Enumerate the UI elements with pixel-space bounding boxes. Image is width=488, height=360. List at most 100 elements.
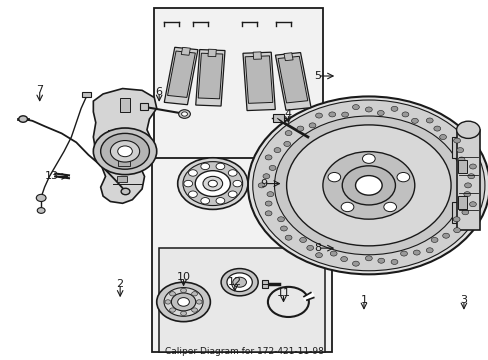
- Circle shape: [468, 202, 475, 207]
- Circle shape: [228, 191, 237, 197]
- Bar: [118, 159, 130, 166]
- Circle shape: [377, 258, 384, 263]
- Bar: [278, 56, 307, 103]
- Circle shape: [383, 202, 396, 212]
- Circle shape: [169, 308, 175, 312]
- Circle shape: [286, 125, 450, 246]
- Bar: [181, 48, 190, 55]
- Circle shape: [461, 210, 468, 215]
- Bar: [272, 114, 284, 122]
- Circle shape: [456, 121, 479, 138]
- Circle shape: [188, 191, 197, 197]
- Circle shape: [216, 163, 224, 170]
- Circle shape: [232, 180, 241, 187]
- Circle shape: [266, 192, 273, 197]
- Circle shape: [118, 146, 132, 157]
- Circle shape: [157, 282, 210, 321]
- Text: 6: 6: [155, 87, 163, 97]
- Circle shape: [433, 126, 440, 131]
- Circle shape: [315, 113, 322, 118]
- Circle shape: [400, 251, 407, 256]
- Circle shape: [390, 260, 397, 265]
- Text: 4: 4: [284, 109, 291, 119]
- Bar: [152, 158, 331, 352]
- Circle shape: [263, 174, 269, 179]
- Circle shape: [296, 126, 303, 131]
- Circle shape: [396, 172, 409, 182]
- Bar: [120, 98, 130, 112]
- Circle shape: [226, 273, 252, 292]
- Circle shape: [258, 183, 264, 188]
- Circle shape: [228, 170, 237, 176]
- Bar: [207, 49, 216, 57]
- Circle shape: [19, 116, 27, 122]
- Circle shape: [329, 251, 336, 256]
- Circle shape: [171, 293, 195, 311]
- Circle shape: [328, 112, 335, 117]
- Text: 13: 13: [45, 171, 59, 181]
- Circle shape: [426, 248, 432, 253]
- Circle shape: [177, 158, 247, 210]
- Circle shape: [285, 131, 291, 136]
- Bar: [451, 202, 457, 223]
- Bar: [284, 53, 292, 60]
- Circle shape: [341, 112, 348, 117]
- Circle shape: [37, 208, 45, 213]
- Circle shape: [196, 300, 202, 304]
- Circle shape: [273, 148, 280, 153]
- Bar: [457, 160, 466, 173]
- Circle shape: [201, 163, 209, 170]
- Circle shape: [191, 308, 197, 312]
- Text: 5: 5: [313, 71, 321, 81]
- Circle shape: [274, 116, 462, 255]
- Bar: [81, 93, 91, 97]
- Circle shape: [453, 228, 460, 233]
- Circle shape: [163, 288, 203, 316]
- Text: 3: 3: [460, 295, 467, 305]
- Bar: [154, 8, 322, 160]
- Text: Caliper Diagram for 172-421-11-98: Caliper Diagram for 172-421-11-98: [165, 347, 323, 356]
- Circle shape: [426, 118, 432, 123]
- Bar: [195, 50, 224, 106]
- Circle shape: [178, 110, 190, 118]
- Circle shape: [180, 311, 186, 316]
- Text: 1: 1: [360, 295, 366, 305]
- Text: 10: 10: [176, 272, 190, 282]
- Circle shape: [327, 172, 340, 182]
- Circle shape: [340, 257, 347, 262]
- Circle shape: [247, 96, 488, 274]
- Circle shape: [306, 245, 313, 250]
- Circle shape: [377, 111, 384, 116]
- Circle shape: [352, 261, 359, 266]
- Circle shape: [468, 164, 475, 169]
- Circle shape: [439, 135, 446, 140]
- Circle shape: [315, 253, 322, 258]
- Circle shape: [203, 176, 222, 191]
- Circle shape: [216, 198, 224, 204]
- Circle shape: [401, 112, 408, 117]
- Circle shape: [456, 148, 463, 153]
- Circle shape: [442, 233, 448, 238]
- Circle shape: [342, 166, 395, 205]
- Bar: [198, 53, 223, 99]
- Circle shape: [183, 180, 192, 187]
- Text: 2: 2: [116, 279, 123, 289]
- Circle shape: [191, 292, 197, 296]
- Text: 12: 12: [227, 277, 241, 287]
- Circle shape: [195, 171, 230, 197]
- Bar: [456, 130, 479, 230]
- Circle shape: [463, 192, 470, 197]
- Circle shape: [183, 162, 242, 206]
- Text: 11: 11: [276, 288, 290, 298]
- Bar: [243, 52, 275, 111]
- Bar: [253, 52, 261, 59]
- Circle shape: [365, 256, 371, 261]
- Circle shape: [110, 140, 140, 162]
- Circle shape: [268, 165, 275, 170]
- Bar: [159, 248, 325, 352]
- Circle shape: [285, 235, 291, 240]
- Circle shape: [252, 100, 484, 271]
- Text: 8: 8: [313, 243, 321, 253]
- Circle shape: [322, 152, 414, 219]
- Circle shape: [352, 105, 359, 109]
